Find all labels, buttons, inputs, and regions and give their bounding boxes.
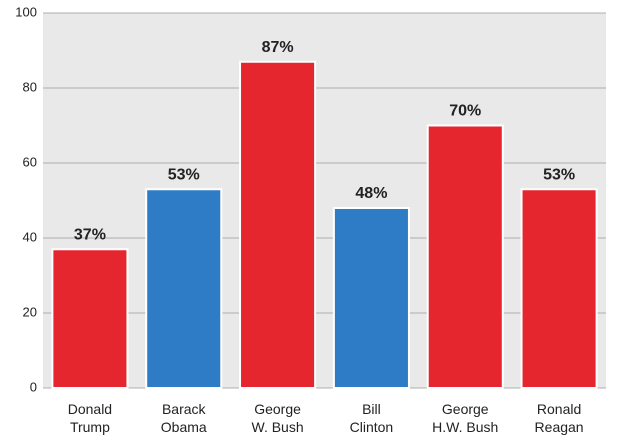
- x-tick-label: Bill Clinton: [349, 401, 394, 435]
- y-tick-label: 100: [15, 4, 37, 19]
- value-label: 48%: [355, 185, 387, 202]
- y-tick-label: 80: [23, 79, 37, 94]
- value-label: 37%: [74, 226, 106, 243]
- x-tick-label: Barack Obama: [160, 401, 207, 435]
- bar: [426, 124, 504, 389]
- x-tick-label: George W. Bush: [251, 401, 304, 435]
- plot-background: [43, 13, 606, 388]
- y-tick-label: 60: [23, 154, 37, 169]
- x-tick-label: George H.W. Bush: [432, 401, 499, 435]
- y-tick-label: 20: [23, 304, 37, 319]
- bar: [51, 248, 129, 389]
- value-label: 70%: [449, 103, 481, 120]
- y-tick-label: 40: [23, 229, 37, 244]
- bar: [520, 188, 598, 389]
- value-label: 53%: [543, 166, 575, 183]
- bar: [332, 207, 410, 389]
- value-label: 87%: [262, 39, 294, 56]
- value-label: 53%: [168, 166, 200, 183]
- y-tick-label: 0: [30, 379, 37, 394]
- x-tick-label: Ronald Reagan: [534, 401, 584, 435]
- bar: [239, 60, 317, 389]
- bar: [145, 188, 223, 389]
- x-tick-label: Donald Trump: [67, 401, 113, 435]
